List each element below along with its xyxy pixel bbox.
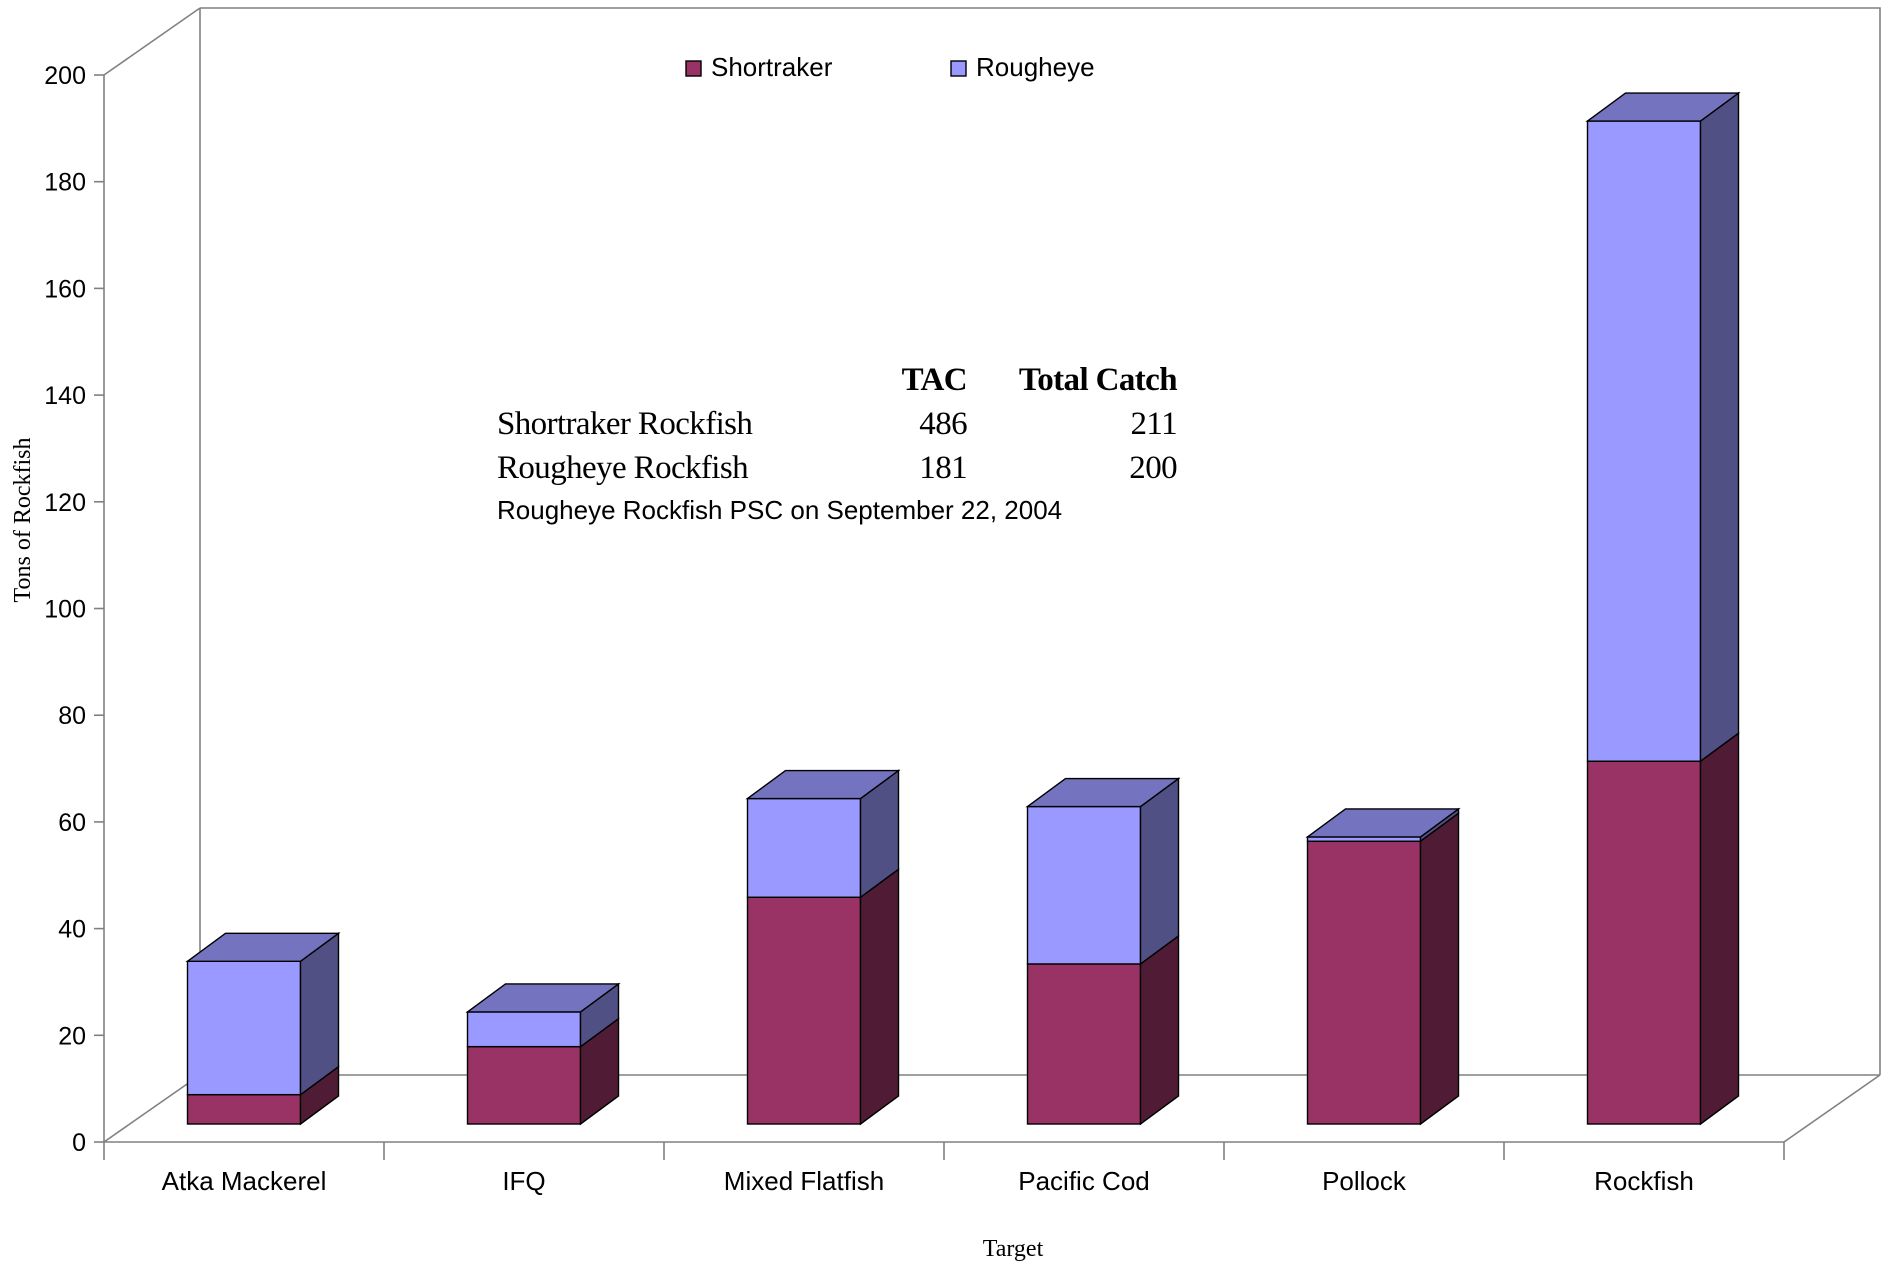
info-row-tac: 181 (919, 450, 967, 486)
legend: Shortraker Rougheye (685, 52, 1095, 82)
info-row-label: Shortraker Rockfish (497, 406, 753, 442)
y-tick-label: 20 (58, 1022, 86, 1050)
bar-rougheye-top (1025, 777, 1181, 808)
y-tick-label: 200 (44, 62, 86, 90)
bar-stack (1585, 91, 1741, 1126)
bar-rougheye-top (465, 983, 621, 1013)
bar-shortraker-front (466, 1045, 582, 1125)
info-table-row: Rougheye Rockfish 181 200 (497, 446, 1178, 490)
info-table-header: TAC Total Catch (497, 358, 1178, 402)
left-wall-top-edge (103, 7, 201, 76)
bar-shortraker-side (1699, 731, 1740, 1126)
y-tick-label: 160 (44, 275, 86, 303)
y-tick-label: 140 (44, 382, 86, 410)
back-wall-edge (200, 7, 1881, 1075)
x-tick-label: IFQ (502, 1166, 545, 1196)
x-axis-title: Target (983, 1236, 1044, 1262)
bar-shortraker-side (859, 867, 900, 1126)
y-tick-label: 40 (58, 916, 86, 944)
info-note: Rougheye Rockfish PSC on September 22, 2… (497, 495, 1063, 525)
info-row-label: Rougheye Rockfish (497, 450, 749, 486)
info-row-total-catch: 200 (1129, 450, 1177, 486)
bar-stack (745, 769, 901, 1126)
x-axis: Atka Mackerel IFQ Mixed Flatfish Pacific Co… (103, 1141, 1785, 1196)
y-tick-label: 0 (72, 1129, 86, 1157)
legend-swatch-shortraker (685, 60, 702, 77)
bar-rougheye-front (1026, 805, 1142, 965)
floor-right-edge (1783, 1074, 1881, 1143)
y-tick-label: 60 (58, 809, 86, 837)
bar-shortraker-front (186, 1093, 302, 1125)
bar-rougheye-front (746, 797, 862, 898)
info-header-total-catch: Total Catch (1018, 362, 1178, 398)
y-axis: 0 20 40 60 80 100 120 140 160 180 200 (44, 62, 105, 1157)
bar-stack (465, 982, 621, 1126)
legend-label-rougheye: Rougheye (976, 52, 1095, 82)
x-tick-label: Atka Mackerel (162, 1166, 327, 1196)
bar-rougheye-front (186, 960, 302, 1096)
bar-rougheye-front (1586, 120, 1702, 762)
bar-shortraker-front (1306, 840, 1422, 1125)
info-header-tac: TAC (901, 362, 968, 398)
floor-left-edge (103, 1074, 201, 1143)
bar-shortraker-side (1419, 811, 1460, 1126)
y-tick-label: 180 (44, 169, 86, 197)
bar-shortraker-front (1586, 760, 1702, 1125)
bar-rougheye-top (1305, 808, 1461, 838)
info-row-total-catch: 211 (1130, 406, 1178, 442)
info-table-row: Shortraker Rockfish 486 211 (497, 402, 1178, 446)
bar-rougheye-side (1139, 777, 1180, 966)
legend-label-shortraker: Shortraker (711, 52, 833, 82)
bar-rougheye-top (185, 932, 341, 962)
y-axis-title: Tons of Rockfish (10, 438, 36, 603)
x-tick-label: Pollock (1322, 1166, 1407, 1196)
y-tick-label: 80 (58, 702, 86, 730)
info-row-tac: 486 (919, 406, 967, 442)
x-tick-label: Pacific Cod (1018, 1166, 1150, 1196)
bar-shortraker-side (1139, 934, 1180, 1126)
bar-shortraker-front (1026, 963, 1142, 1125)
bar-rougheye-top (1585, 92, 1741, 122)
x-tick-label: Mixed Flatfish (724, 1166, 884, 1196)
bar-stack (1305, 807, 1461, 1126)
bar-stack (1025, 777, 1181, 1126)
y-tick-label: 100 (44, 596, 86, 624)
bar-stack (185, 931, 341, 1126)
bar-shortraker-front (746, 896, 862, 1125)
bar-rougheye-side (1699, 91, 1740, 763)
y-tick-label: 120 (44, 489, 86, 517)
info-table: TAC Total Catch Shortraker Rockfish 486 … (497, 358, 1178, 525)
x-tick-label: Rockfish (1594, 1166, 1694, 1196)
bars (185, 91, 1741, 1126)
bar-rougheye-top (745, 769, 901, 800)
bar-rougheye-front (466, 1011, 582, 1048)
legend-swatch-rougheye (950, 60, 967, 77)
